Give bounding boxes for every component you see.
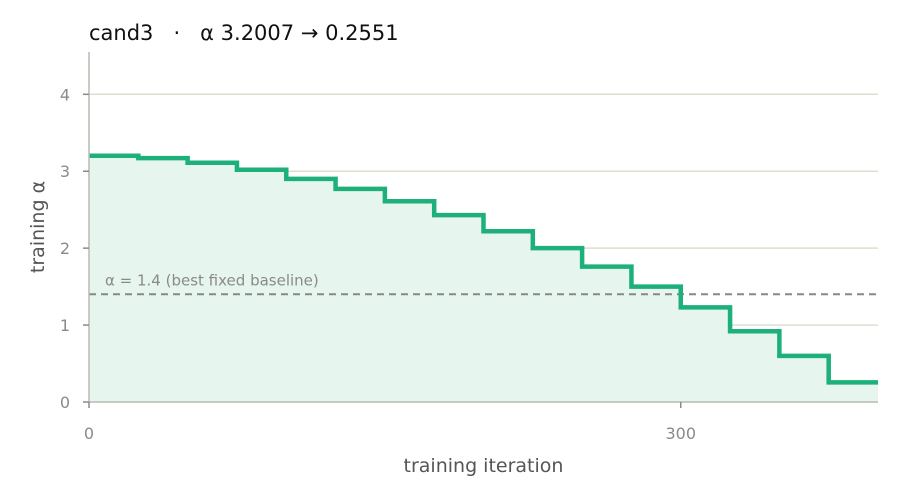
y-tick-label-3: 3 <box>60 162 70 181</box>
y-tick-label-0: 0 <box>60 393 70 412</box>
series-area <box>89 155 878 402</box>
series-line <box>89 153 878 385</box>
y-axis-label: training α <box>27 181 49 273</box>
ticks: 0 1 2 3 4 0 300 <box>60 85 696 443</box>
x-axis-label: training iteration <box>404 455 564 477</box>
reference-line-group: α = 1.4 (best fixed baseline) <box>89 271 878 296</box>
y-tick-label-2: 2 <box>60 239 70 258</box>
reference-line-label: α = 1.4 (best fixed baseline) <box>105 271 319 289</box>
y-tick-label-1: 1 <box>60 316 70 335</box>
x-tick-label-0: 0 <box>84 424 94 443</box>
y-tick-label-4: 4 <box>60 85 70 104</box>
chart-title: cand3 · α 3.2007 → 0.2551 <box>89 21 399 45</box>
x-tick-label-300: 300 <box>665 424 696 443</box>
